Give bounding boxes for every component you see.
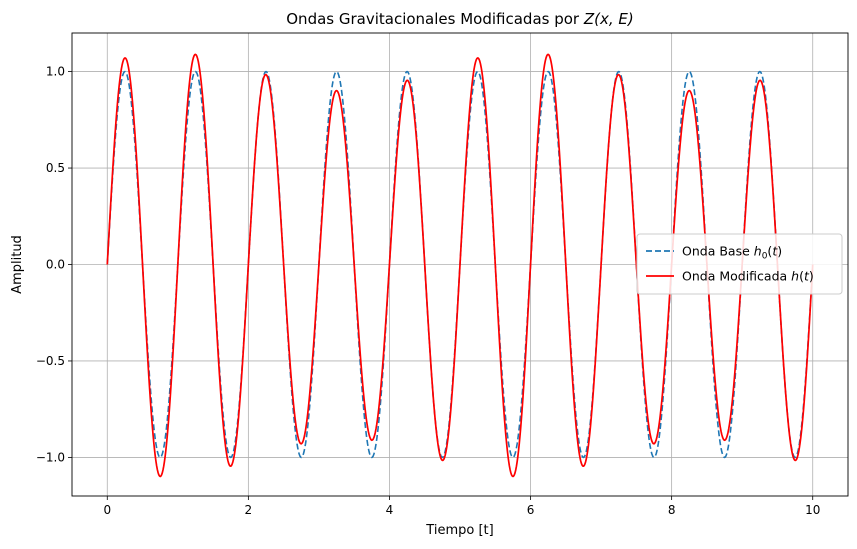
legend: Onda Base h0(t) Onda Modificada h(t) bbox=[636, 233, 843, 295]
title-text: Ondas Gravitacionales Modificadas por bbox=[286, 10, 584, 28]
series-line-modified bbox=[106, 53, 814, 478]
y-tick-label: 0.0 bbox=[46, 258, 65, 272]
x-tick-label: 10 bbox=[805, 503, 820, 517]
y-tick-label: 1.0 bbox=[46, 65, 65, 79]
x-tick-label: 4 bbox=[386, 503, 394, 517]
x-axis-label: Tiempo [t] bbox=[425, 523, 493, 538]
x-tick-label: 2 bbox=[245, 503, 253, 517]
x-tick-label: 0 bbox=[103, 503, 111, 517]
series-lines bbox=[106, 53, 814, 478]
y-axis-label: Amplitud bbox=[10, 235, 25, 294]
x-tick-label: 8 bbox=[668, 503, 676, 517]
y-tick-label: −0.5 bbox=[36, 354, 65, 368]
legend-label: Onda Modificada h(t) bbox=[682, 269, 814, 284]
x-tick-label: 6 bbox=[527, 503, 535, 517]
legend-label: Onda Base h0(t) bbox=[682, 244, 782, 262]
chart-title: Ondas Gravitacionales Modificadas por Z(… bbox=[286, 10, 633, 28]
axis-ticks: 0 2 4 6 8 10 −1.0 −0.5 0.0 0.5 1.0 bbox=[36, 65, 821, 517]
legend-box bbox=[636, 233, 843, 295]
y-tick-label: −1.0 bbox=[36, 450, 65, 464]
y-tick-label: 0.5 bbox=[46, 161, 65, 175]
title-math: Z(x, E) bbox=[583, 10, 634, 28]
